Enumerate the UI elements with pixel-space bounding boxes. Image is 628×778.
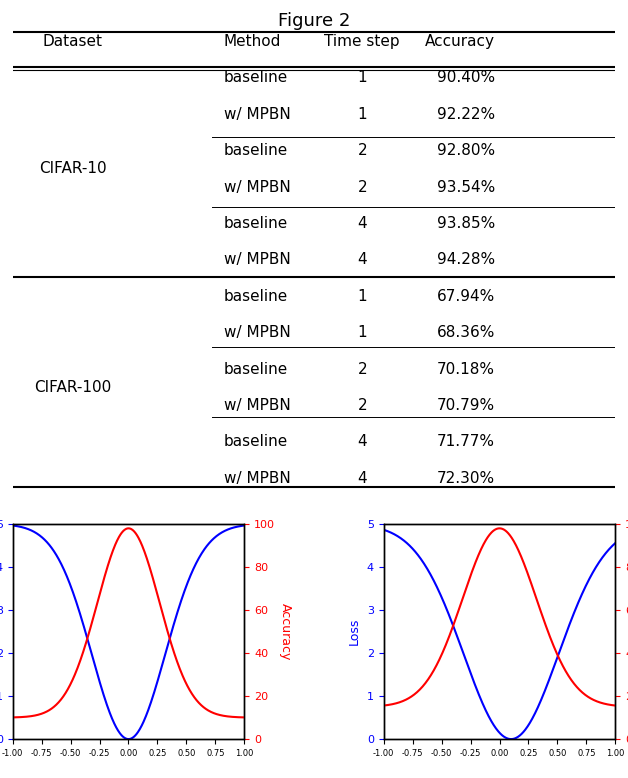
Text: 92.22%: 92.22% (436, 107, 495, 122)
Text: 1: 1 (357, 325, 367, 340)
Text: baseline: baseline (224, 71, 288, 86)
Text: w/ MPBN: w/ MPBN (224, 398, 290, 413)
Text: 4: 4 (357, 252, 367, 268)
Text: 90.40%: 90.40% (436, 71, 495, 86)
Text: baseline: baseline (224, 143, 288, 158)
Text: 72.30%: 72.30% (436, 471, 495, 485)
Text: 70.18%: 70.18% (437, 362, 495, 377)
Text: Figure 2: Figure 2 (278, 12, 350, 30)
Y-axis label: Loss: Loss (348, 618, 361, 645)
Text: 71.77%: 71.77% (437, 434, 495, 450)
Text: 2: 2 (357, 362, 367, 377)
Text: 4: 4 (357, 434, 367, 450)
Text: Method: Method (224, 34, 281, 49)
Text: 68.36%: 68.36% (436, 325, 495, 340)
Text: 92.80%: 92.80% (436, 143, 495, 158)
Text: w/ MPBN: w/ MPBN (224, 325, 290, 340)
Text: 2: 2 (357, 398, 367, 413)
Text: CIFAR-100: CIFAR-100 (34, 380, 112, 394)
Text: 94.28%: 94.28% (436, 252, 495, 268)
Text: 4: 4 (357, 216, 367, 231)
Text: w/ MPBN: w/ MPBN (224, 252, 290, 268)
Text: 2: 2 (357, 180, 367, 194)
Text: baseline: baseline (224, 434, 288, 450)
Y-axis label: Accuracy: Accuracy (279, 603, 292, 661)
Text: w/ MPBN: w/ MPBN (224, 107, 290, 122)
Text: 70.79%: 70.79% (436, 398, 495, 413)
Text: 1: 1 (357, 71, 367, 86)
Text: 4: 4 (357, 471, 367, 485)
Text: 1: 1 (357, 289, 367, 304)
Text: baseline: baseline (224, 362, 288, 377)
Text: 2: 2 (357, 143, 367, 158)
Text: w/ MPBN: w/ MPBN (224, 471, 290, 485)
Text: 93.85%: 93.85% (436, 216, 495, 231)
Text: 67.94%: 67.94% (436, 289, 495, 304)
Text: w/ MPBN: w/ MPBN (224, 180, 290, 194)
Text: CIFAR-10: CIFAR-10 (39, 161, 107, 177)
Text: 1: 1 (357, 107, 367, 122)
Text: Dataset: Dataset (43, 34, 103, 49)
Text: baseline: baseline (224, 216, 288, 231)
Text: Accuracy: Accuracy (425, 34, 495, 49)
Text: baseline: baseline (224, 289, 288, 304)
Text: Time step: Time step (325, 34, 400, 49)
Text: 93.54%: 93.54% (436, 180, 495, 194)
